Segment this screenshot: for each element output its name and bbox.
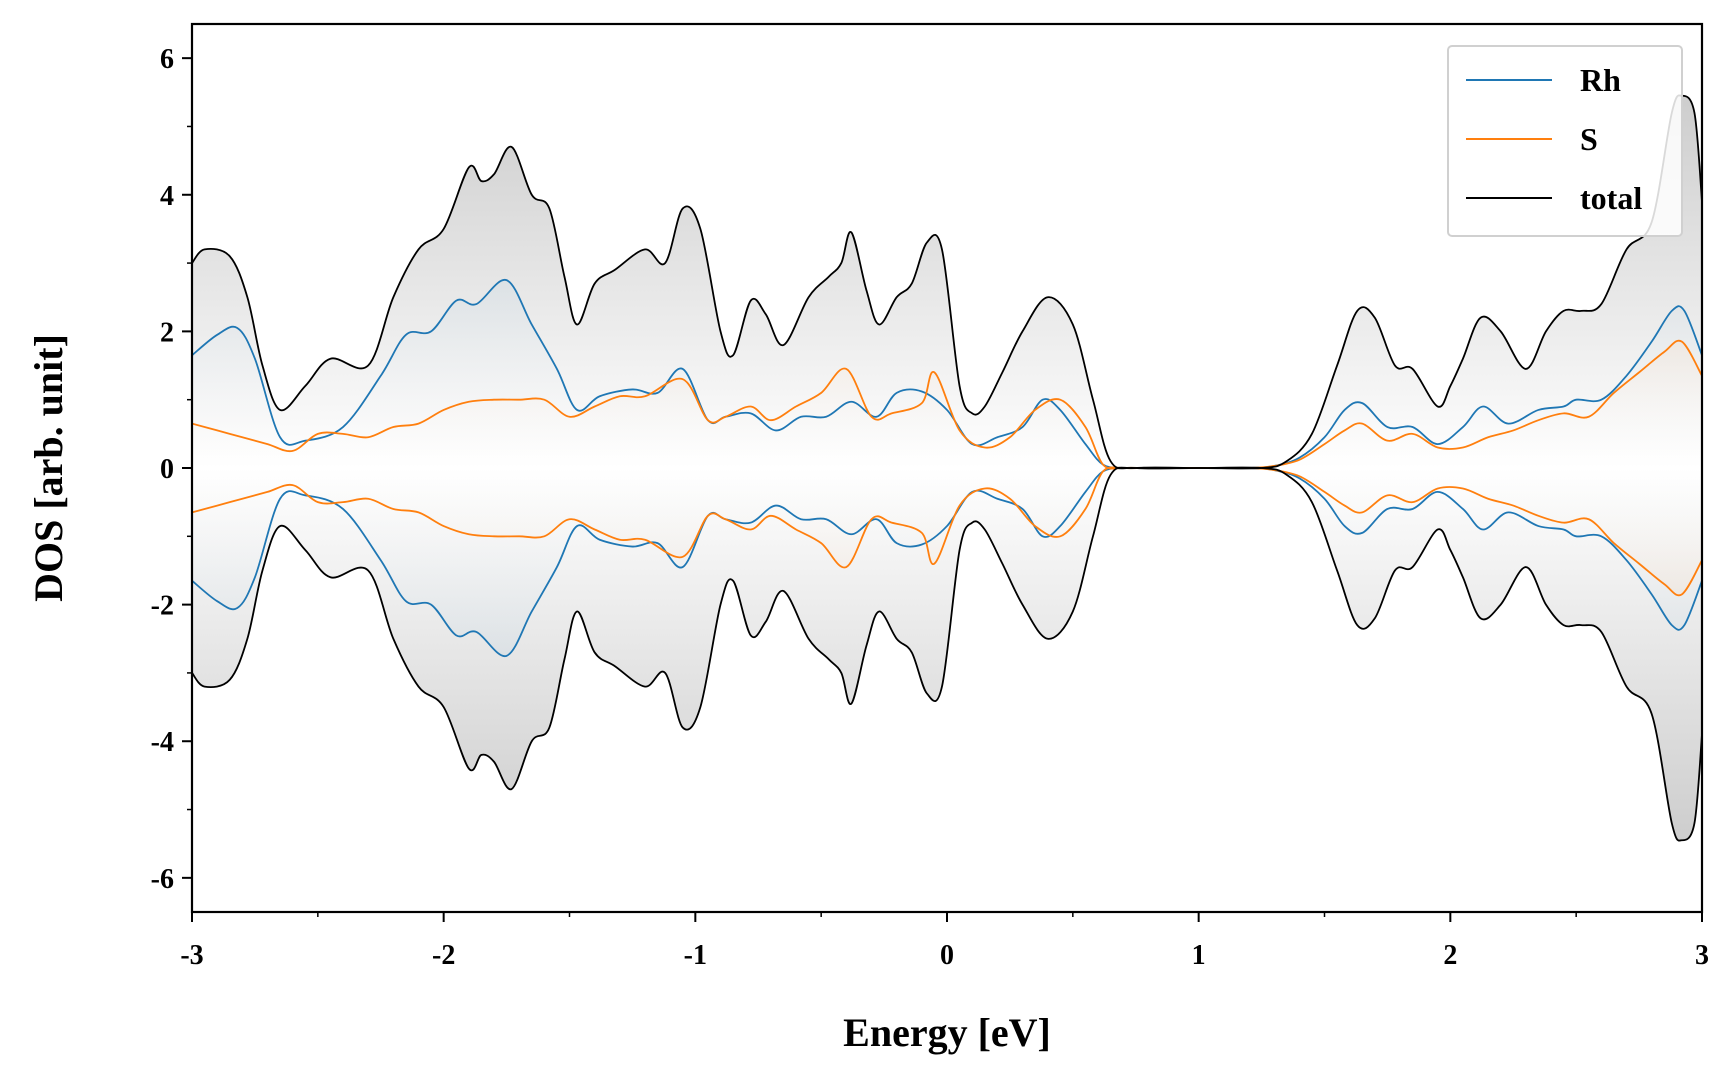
y-tick-label: 4	[160, 181, 174, 212]
y-axis-label: DOS [arb. unit]	[26, 334, 71, 602]
area-fills	[192, 95, 1702, 841]
line-down-s	[192, 466, 1702, 597]
legend-box	[1447, 45, 1683, 237]
x-tick-label: -1	[684, 940, 707, 971]
x-tick-label: 2	[1443, 940, 1457, 971]
y-tick-label: -2	[151, 591, 174, 622]
x-tick-label: 3	[1695, 940, 1709, 971]
line-up-s	[192, 339, 1702, 470]
line-down-total	[192, 466, 1702, 842]
x-tick-label: -3	[180, 940, 203, 971]
legend-item-s: S	[1466, 121, 1598, 157]
fill-up-total	[192, 95, 1702, 469]
y-tick-label: 2	[160, 317, 174, 348]
line-up-total	[192, 94, 1702, 470]
legend: Rh S total	[1447, 45, 1683, 237]
fill-down-s	[192, 467, 1702, 596]
x-axis-label: Energy [eV]	[843, 1010, 1051, 1055]
x-tick-label: 0	[940, 940, 954, 971]
legend-item-total: total	[1466, 180, 1642, 216]
x-tick-label: 1	[1192, 940, 1206, 971]
legend-label-s: S	[1580, 121, 1598, 157]
legend-item-rh: Rh	[1466, 62, 1621, 98]
fill-down-total	[192, 467, 1702, 841]
y-tick-label: -4	[151, 727, 174, 758]
y-axis-ticks: -6 -4 -2 0 2 4 6	[151, 44, 192, 895]
legend-label-total: total	[1580, 180, 1642, 216]
x-tick-label: -2	[432, 940, 455, 971]
series-lines	[192, 94, 1702, 842]
x-axis-ticks: -3 -2 -1 0 1 2 3	[180, 912, 1709, 971]
y-tick-label: 0	[160, 454, 174, 485]
y-tick-label: 6	[160, 44, 174, 75]
legend-label-rh: Rh	[1580, 62, 1621, 98]
fill-up-s	[192, 340, 1702, 469]
y-tick-label: -6	[151, 864, 174, 895]
